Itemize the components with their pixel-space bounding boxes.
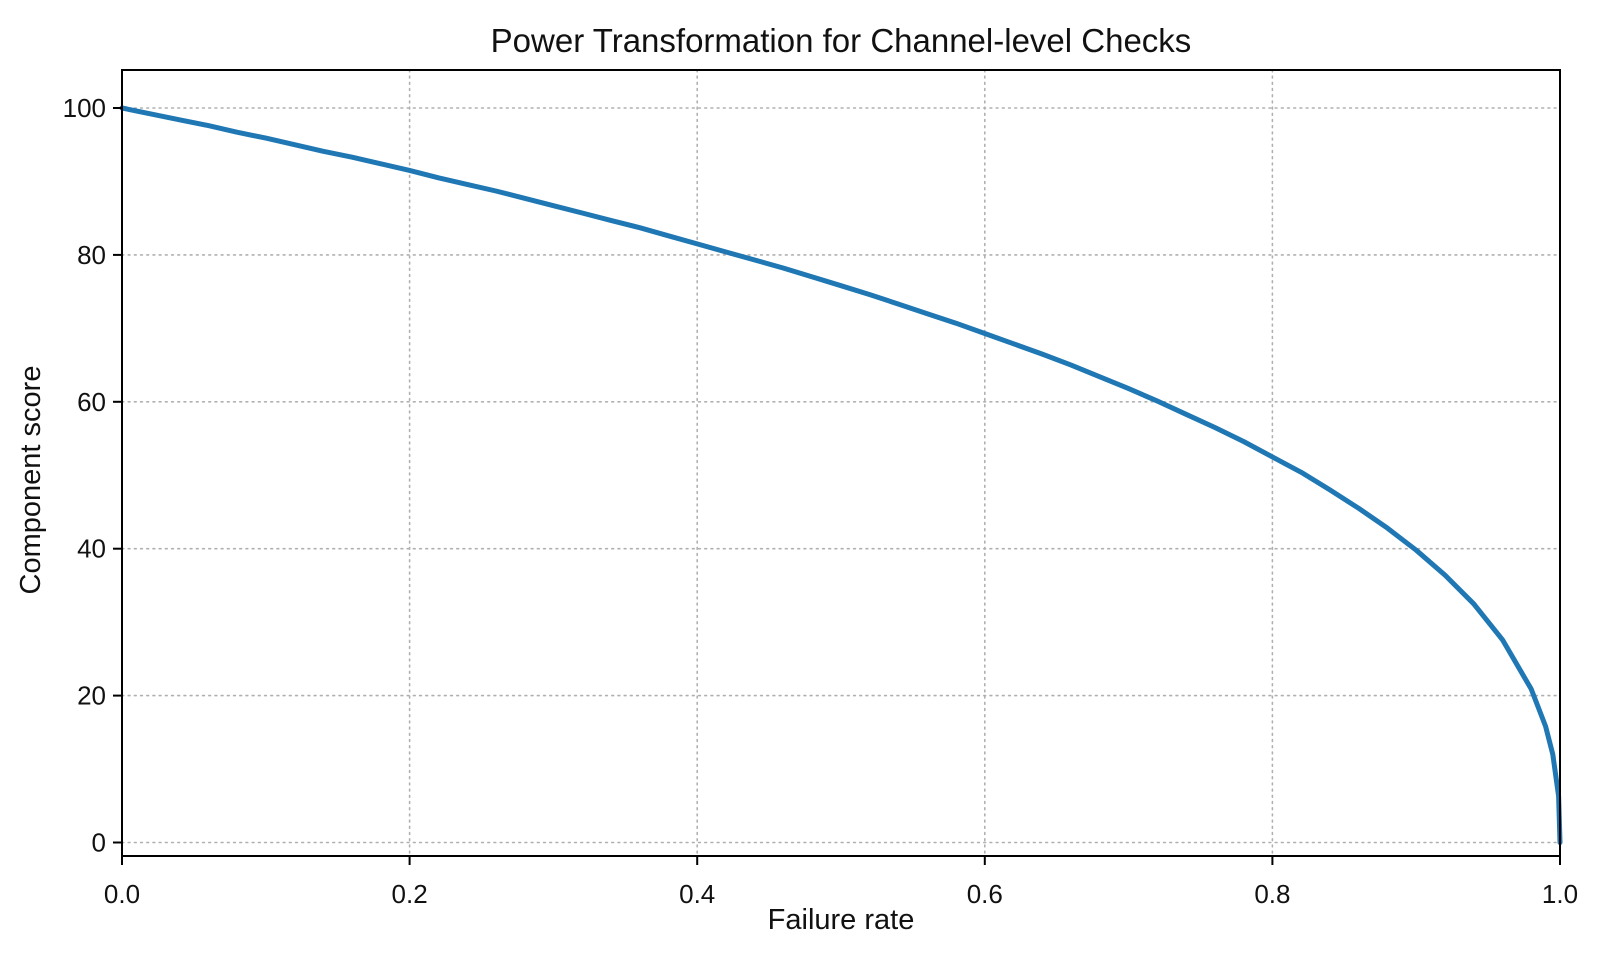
y-tick-label: 80 [77,240,106,270]
chart-title: Power Transformation for Channel-level C… [491,22,1192,59]
y-tick-label: 40 [77,534,106,564]
x-tick-label: 0.8 [1254,879,1290,909]
x-tick-label: 0.4 [679,879,715,909]
plot-border [121,69,1561,857]
x-tick-label: 1.0 [1542,879,1578,909]
curve-layer [119,105,1563,845]
y-tick-label: 60 [77,387,106,417]
x-tick-label: 0.2 [392,879,428,909]
x-tick-label: 0.0 [104,879,140,909]
x-axis-label: Failure rate [768,904,915,936]
y-axis-label: Component score [15,366,47,595]
y-tick-label: 100 [63,93,106,123]
score-curve [119,105,1563,845]
tick-label-layer: 0.0 0.2 0.4 0.6 0.8 1.0 0 20 40 60 80 100 [63,93,1578,909]
y-tick-label: 20 [77,681,106,711]
tick-layer [113,107,1561,865]
grid-layer [121,69,1561,857]
x-tick-label: 0.6 [967,879,1003,909]
y-tick-label: 0 [92,828,106,858]
